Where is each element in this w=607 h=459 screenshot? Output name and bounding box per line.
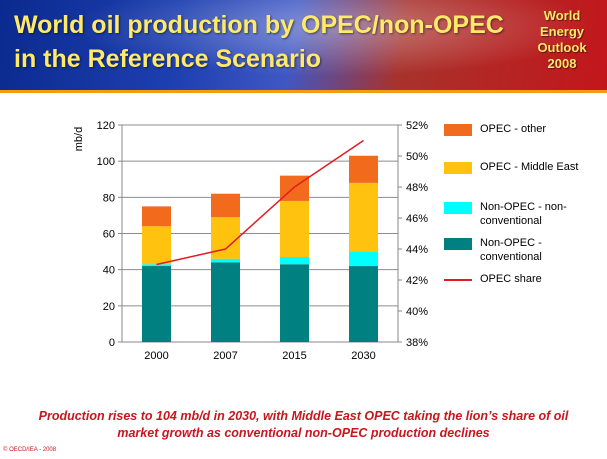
y2-tick-label: 48% <box>406 182 428 194</box>
legend-label: Non-OPEC - conventional <box>480 237 542 263</box>
weo-logo-line-2: Energy <box>539 24 585 39</box>
y-tick-label: 40 <box>103 265 115 277</box>
y-tick-label: 80 <box>103 192 115 204</box>
y-tick-label: 0 <box>109 337 115 349</box>
bar-opec-other-2007 <box>211 193 240 218</box>
weo-logo-line-3: Outlook <box>537 40 587 55</box>
y-tick-label: 20 <box>103 301 115 313</box>
slide-title-line-2: in the Reference Scenario <box>14 45 322 73</box>
weo-logo-line-1: World <box>543 8 581 23</box>
x-tick-label-2000: 2000 <box>144 350 168 362</box>
legend-swatch <box>444 279 472 281</box>
y-tick-label: 120 <box>97 120 115 132</box>
legend-swatch <box>444 162 472 174</box>
bar-opec-other-2030 <box>349 155 378 183</box>
y-tick-label: 100 <box>97 156 115 168</box>
bar-non-opec-conventional-2015 <box>280 264 309 342</box>
legend-swatch <box>444 238 472 250</box>
y2-tick-label: 40% <box>406 306 428 318</box>
oil-production-chart: 0 20 40 60 80 100 120 38% 40% 42% 44% 46% 48% 50% 52% m… <box>73 120 428 362</box>
x-tick-label-2030: 2030 <box>351 350 375 362</box>
slide-title: World oil production by OPEC/non-OPEC in… <box>14 8 504 76</box>
x-tick-label-2007: 2007 <box>213 350 237 362</box>
y2-tick-label: 44% <box>406 244 428 256</box>
bar-non-opec-conventional-2000 <box>142 266 171 342</box>
y2-tick-label: 50% <box>406 151 428 163</box>
bar-opec-middle-east-2000 <box>142 226 171 265</box>
legend-label: OPEC - other <box>480 123 547 135</box>
bar-non-opec-conventional-2007 <box>211 262 240 342</box>
legend-swatch <box>444 124 472 136</box>
bar-non-opec-non-conventional-2000 <box>142 264 171 267</box>
y2-tick-label: 46% <box>406 213 428 225</box>
slide-caption: Production rises to 104 mb/d in 2030, wi… <box>10 408 597 442</box>
x-tick-label-2015: 2015 <box>282 350 306 362</box>
legend-label: OPEC share <box>480 273 542 285</box>
title-banner <box>0 0 607 90</box>
bar-opec-other-2000 <box>142 206 171 227</box>
caption-line-1: Production rises to 104 mb/d in 2030, wi… <box>38 409 569 423</box>
bar-opec-middle-east-2015 <box>280 200 309 258</box>
copyright-text: © OECD/IEA - 2008 <box>3 447 57 453</box>
legend-label: OPEC - Middle East <box>480 161 579 173</box>
slide-title-line-1: World oil production by OPEC/non-OPEC <box>14 11 504 39</box>
y-tick-label: 60 <box>103 229 115 241</box>
y2-tick-label: 42% <box>406 275 428 287</box>
caption-line-2: market growth as conventional non-OPEC p… <box>117 426 490 440</box>
legend-swatch <box>444 202 472 214</box>
bar-non-opec-non-conventional-2007 <box>211 258 240 263</box>
bar-non-opec-conventional-2030 <box>349 266 378 342</box>
weo-logo-line-4: 2008 <box>547 56 577 71</box>
y2-tick-label: 38% <box>406 337 428 349</box>
legend-label: Non-OPEC - non-conventional <box>480 201 567 227</box>
opec-share-line <box>156 139 364 266</box>
y-axis-label: mb/d <box>73 127 85 151</box>
weo-logo: World Energy Outlook 2008 <box>523 8 601 72</box>
bar-opec-middle-east-2030 <box>349 182 378 252</box>
bar-opec-middle-east-2007 <box>211 217 240 259</box>
banner-divider <box>0 90 607 93</box>
bar-non-opec-non-conventional-2015 <box>280 257 309 265</box>
bar-non-opec-non-conventional-2030 <box>349 251 378 267</box>
y2-tick-label: 52% <box>406 120 428 132</box>
